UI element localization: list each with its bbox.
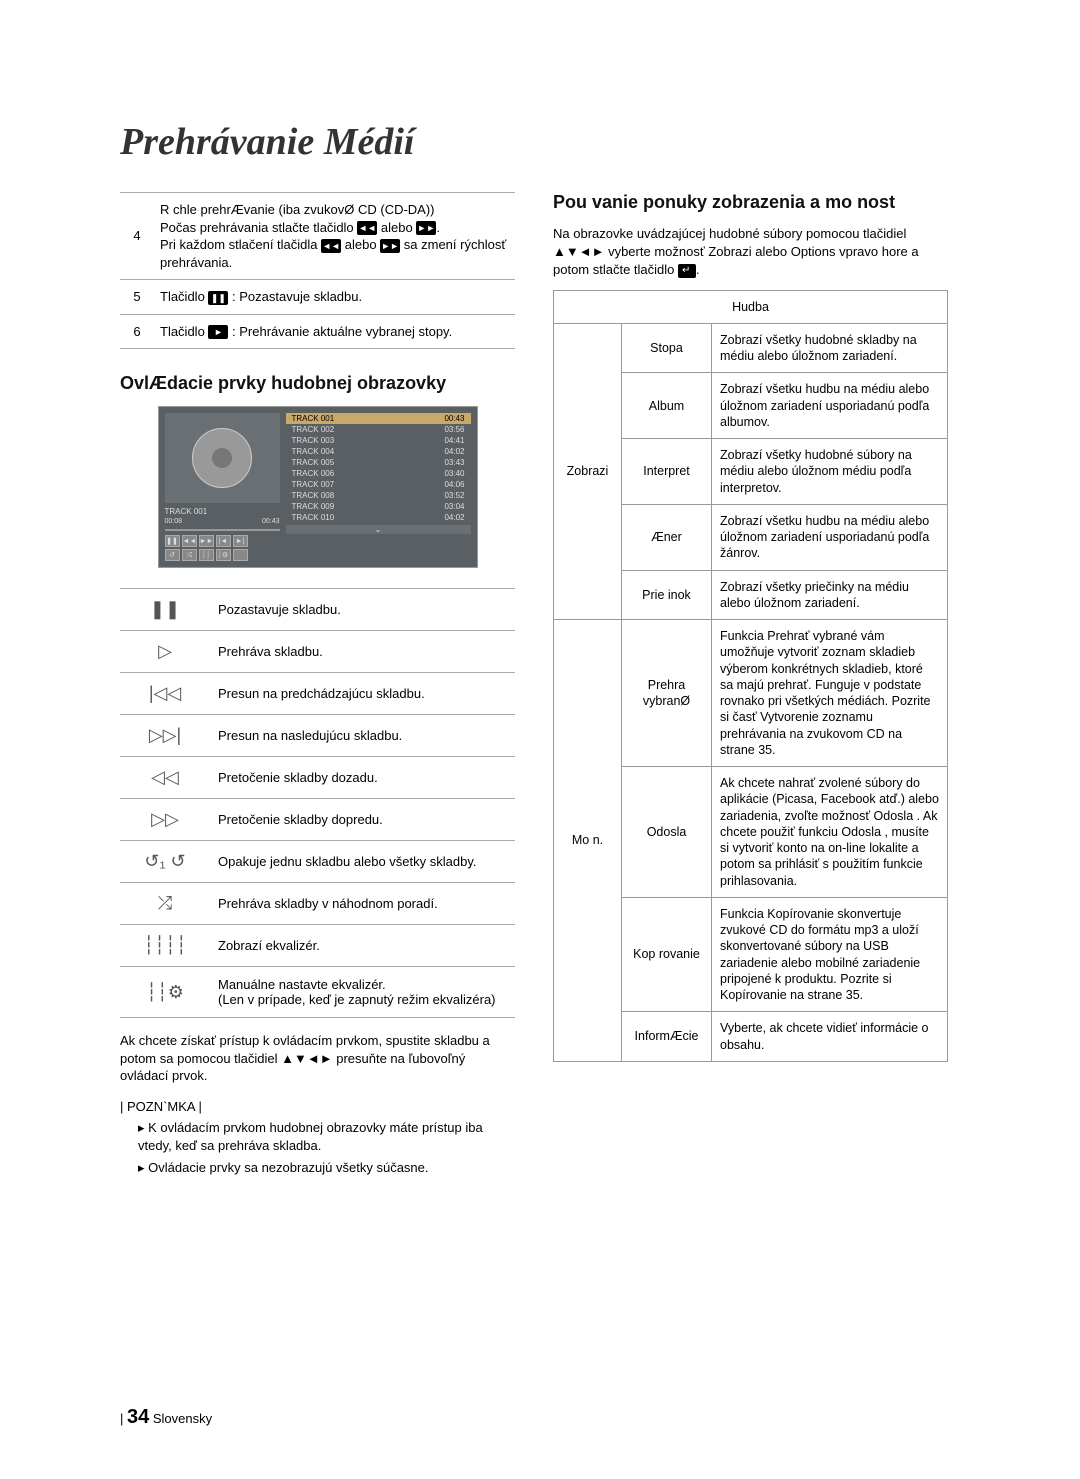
eq2-mini-icon: ┆⚙ [216, 549, 231, 561]
note-item: ▸ Ovládacie prvky sa nezobrazujú všetky … [138, 1159, 515, 1177]
control-desc: Prehráva skladbu. [210, 631, 515, 673]
control-icon: ┆┆⚙ [120, 967, 210, 1018]
option-name: PrehravybranØ [622, 620, 712, 767]
options-group-mozn: Mo n. [554, 620, 622, 1062]
enter-icon [678, 264, 696, 278]
left-column: 4R chle prehrÆvanie (iba zvukovØ CD (CD-… [120, 192, 515, 1181]
option-desc: Funkcia Kopírovanie skonvertuje zvukové … [712, 897, 948, 1012]
track-row: TRACK 00903:04 [286, 501, 471, 512]
right-column: Pou vanie ponuky zobrazenia a mo nost Na… [553, 192, 948, 1181]
option-desc: Zobrazí všetky hudobné skladby na médiu … [712, 323, 948, 373]
shuffle-mini-icon: ⤮ [182, 549, 197, 561]
controls-table: ❚❚Pozastavuje skladbu.▷Prehráva skladbu.… [120, 588, 515, 1018]
rew-mini-icon: ◄◄ [182, 535, 197, 547]
control-desc: Presun na nasledujúcu skladbu. [210, 715, 515, 757]
track-row: TRACK 00404:02 [286, 446, 471, 457]
control-desc: Prehráva skladby v náhodnom poradí. [210, 883, 515, 925]
note-label: | POZN`MKA | [120, 1099, 515, 1114]
option-desc: Funkcia Prehrať vybrané vám umožňuje vyt… [712, 620, 948, 767]
note-list: ▸ K ovládacím prvkom hudobnej obrazovky … [120, 1119, 515, 1178]
repeat-mini-icon: ↺ [165, 549, 180, 561]
next-mini-icon: ►| [233, 535, 248, 547]
steps-table: 4R chle prehrÆvanie (iba zvukovØ CD (CD-… [120, 192, 515, 349]
option-desc: Ak chcete nahrať zvolené súbory do aplik… [712, 767, 948, 898]
control-icon: ❚❚ [120, 589, 210, 631]
player-transport-buttons: ❚❚ ◄◄ ►► |◄ ►| [165, 535, 280, 547]
track-row: TRACK 00803:52 [286, 490, 471, 501]
fwd-mini-icon: ►► [199, 535, 214, 547]
control-icon: ┆┆┆┆ [120, 925, 210, 967]
track-row: TRACK 00203:56 [286, 424, 471, 435]
control-desc: Presun na predchádzajúcu skladbu. [210, 673, 515, 715]
option-name: InformÆcie [622, 1012, 712, 1062]
control-icon: |◁◁ [120, 673, 210, 715]
step-text: Tlačidlo ❚❚ : Pozastavuje skladbu. [154, 280, 515, 315]
current-track-label: TRACK 001 [165, 507, 280, 516]
step-number: 5 [120, 280, 154, 315]
control-icon: ⤮ [120, 883, 210, 925]
control-desc: Pretočenie skladby dozadu. [210, 757, 515, 799]
time-total: 00:43 [262, 518, 280, 525]
extra-mini-icon [233, 549, 248, 561]
option-desc: Zobrazí všetky priečinky na médiu alebo … [712, 570, 948, 620]
option-desc: Zobrazí všetku hudbu na médiu alebo úlož… [712, 504, 948, 570]
music-player-mock: TRACK 001 00:08 00:43 ❚❚ ◄◄ ►► |◄ ►| ↺ [158, 406, 478, 568]
option-name: Interpret [622, 439, 712, 505]
page-footer: | 34 Slovensky [120, 1406, 212, 1429]
control-desc: Zobrazí ekvalizér. [210, 925, 515, 967]
option-desc: Zobrazí všetku hudbu na médiu alebo úlož… [712, 373, 948, 439]
content-columns: 4R chle prehrÆvanie (iba zvukovØ CD (CD-… [120, 192, 990, 1181]
track-row: TRACK 01004:02 [286, 512, 471, 523]
track-row: TRACK 00304:41 [286, 435, 471, 446]
player-track-list: TRACK 00100:43TRACK 00203:56TRACK 00304:… [286, 413, 471, 561]
option-name: Stopa [622, 323, 712, 373]
control-icon: ▷ [120, 631, 210, 673]
options-subhead: Pou vanie ponuky zobrazenia a mo nost [553, 192, 948, 213]
option-name: Prie inok [622, 570, 712, 620]
option-desc: Zobrazí všetky hudobné súbory na médiu a… [712, 439, 948, 505]
options-intro: Na obrazovke uvádzajúcej hudobné súbory … [553, 225, 948, 280]
control-icon: ▷▷ [120, 799, 210, 841]
option-name: Kop rovanie [622, 897, 712, 1012]
option-name: Odosla [622, 767, 712, 898]
options-group-zobrazi: Zobrazi [554, 323, 622, 619]
controls-subhead: OvlÆdacie prvky hudobnej obrazovky [120, 373, 515, 394]
controls-note-text: Ak chcete získať prístup k ovládacím prv… [120, 1032, 515, 1085]
step-number: 6 [120, 314, 154, 349]
control-desc: Manuálne nastavte ekvalizér.(Len v prípa… [210, 967, 515, 1018]
step-number: 4 [120, 193, 154, 280]
control-desc: Pozastavuje skladbu. [210, 589, 515, 631]
control-icon: ◁◁ [120, 757, 210, 799]
options-table-header: Hudba [554, 290, 948, 323]
page-number: 34 [127, 1406, 149, 1428]
control-icon: ↺₁ ↺ [120, 841, 210, 883]
control-icon: ▷▷| [120, 715, 210, 757]
control-desc: Pretočenie skladby dopredu. [210, 799, 515, 841]
track-row: TRACK 00100:43 [286, 413, 471, 424]
option-desc: Vyberte, ak chcete vidieť informácie o o… [712, 1012, 948, 1062]
step-text: R chle prehrÆvanie (iba zvukovØ CD (CD-D… [154, 193, 515, 280]
option-name: Album [622, 373, 712, 439]
page-title: Prehrávanie Médií [120, 120, 990, 164]
page-lang: Slovensky [153, 1411, 212, 1426]
option-name: Æner [622, 504, 712, 570]
note-item: ▸ K ovládacím prvkom hudobnej obrazovky … [138, 1119, 515, 1155]
options-table: Hudba ZobraziStopaZobrazí všetky hudobné… [553, 290, 948, 1062]
eq-mini-icon: ┆┆ [199, 549, 214, 561]
step-text: Tlačidlo ► : Prehrávanie aktuálne vybran… [154, 314, 515, 349]
disc-artwork [165, 413, 280, 503]
prev-mini-icon: |◄ [216, 535, 231, 547]
track-row: TRACK 00704:06 [286, 479, 471, 490]
time-elapsed: 00:08 [165, 518, 183, 525]
tracklist-more-icon: ⌄ [286, 525, 471, 534]
track-row: TRACK 00503:43 [286, 457, 471, 468]
pause-mini-icon: ❚❚ [165, 535, 180, 547]
track-row: TRACK 00603:40 [286, 468, 471, 479]
control-desc: Opakuje jednu skladbu alebo všetky sklad… [210, 841, 515, 883]
progress-bar [165, 529, 280, 531]
